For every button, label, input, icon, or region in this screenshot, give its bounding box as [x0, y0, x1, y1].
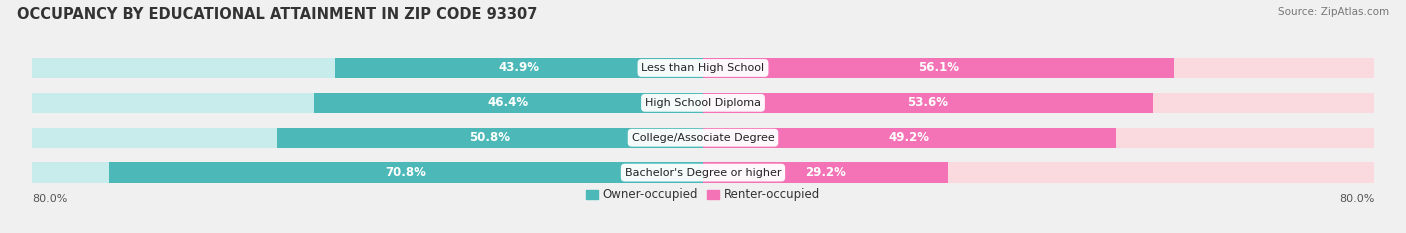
Bar	[277, 128, 703, 148]
Bar	[703, 128, 1374, 148]
Text: 50.8%: 50.8%	[470, 131, 510, 144]
Text: 80.0%: 80.0%	[1339, 194, 1374, 204]
Bar	[703, 93, 1153, 113]
Text: 70.8%: 70.8%	[385, 166, 426, 179]
Text: 53.6%: 53.6%	[907, 96, 949, 109]
Text: 29.2%: 29.2%	[806, 166, 846, 179]
Legend: Owner-occupied, Renter-occupied: Owner-occupied, Renter-occupied	[586, 188, 820, 201]
Bar	[703, 58, 1374, 78]
Bar	[703, 162, 948, 183]
Bar	[703, 58, 1174, 78]
Bar	[32, 128, 703, 148]
Text: 49.2%: 49.2%	[889, 131, 929, 144]
Text: Bachelor's Degree or higher: Bachelor's Degree or higher	[624, 168, 782, 178]
Text: OCCUPANCY BY EDUCATIONAL ATTAINMENT IN ZIP CODE 93307: OCCUPANCY BY EDUCATIONAL ATTAINMENT IN Z…	[17, 7, 537, 22]
Bar	[32, 162, 703, 183]
Text: Less than High School: Less than High School	[641, 63, 765, 73]
Text: High School Diploma: High School Diploma	[645, 98, 761, 108]
Bar	[32, 58, 703, 78]
Text: 43.9%: 43.9%	[498, 62, 540, 75]
Bar	[703, 128, 1116, 148]
Text: 46.4%: 46.4%	[488, 96, 529, 109]
Bar	[703, 162, 1374, 183]
Text: 80.0%: 80.0%	[32, 194, 67, 204]
Text: 56.1%: 56.1%	[918, 62, 959, 75]
Bar	[32, 93, 703, 113]
Bar	[703, 93, 1374, 113]
Bar	[335, 58, 703, 78]
Text: Source: ZipAtlas.com: Source: ZipAtlas.com	[1278, 7, 1389, 17]
Bar	[110, 162, 703, 183]
Bar	[314, 93, 703, 113]
Text: College/Associate Degree: College/Associate Degree	[631, 133, 775, 143]
